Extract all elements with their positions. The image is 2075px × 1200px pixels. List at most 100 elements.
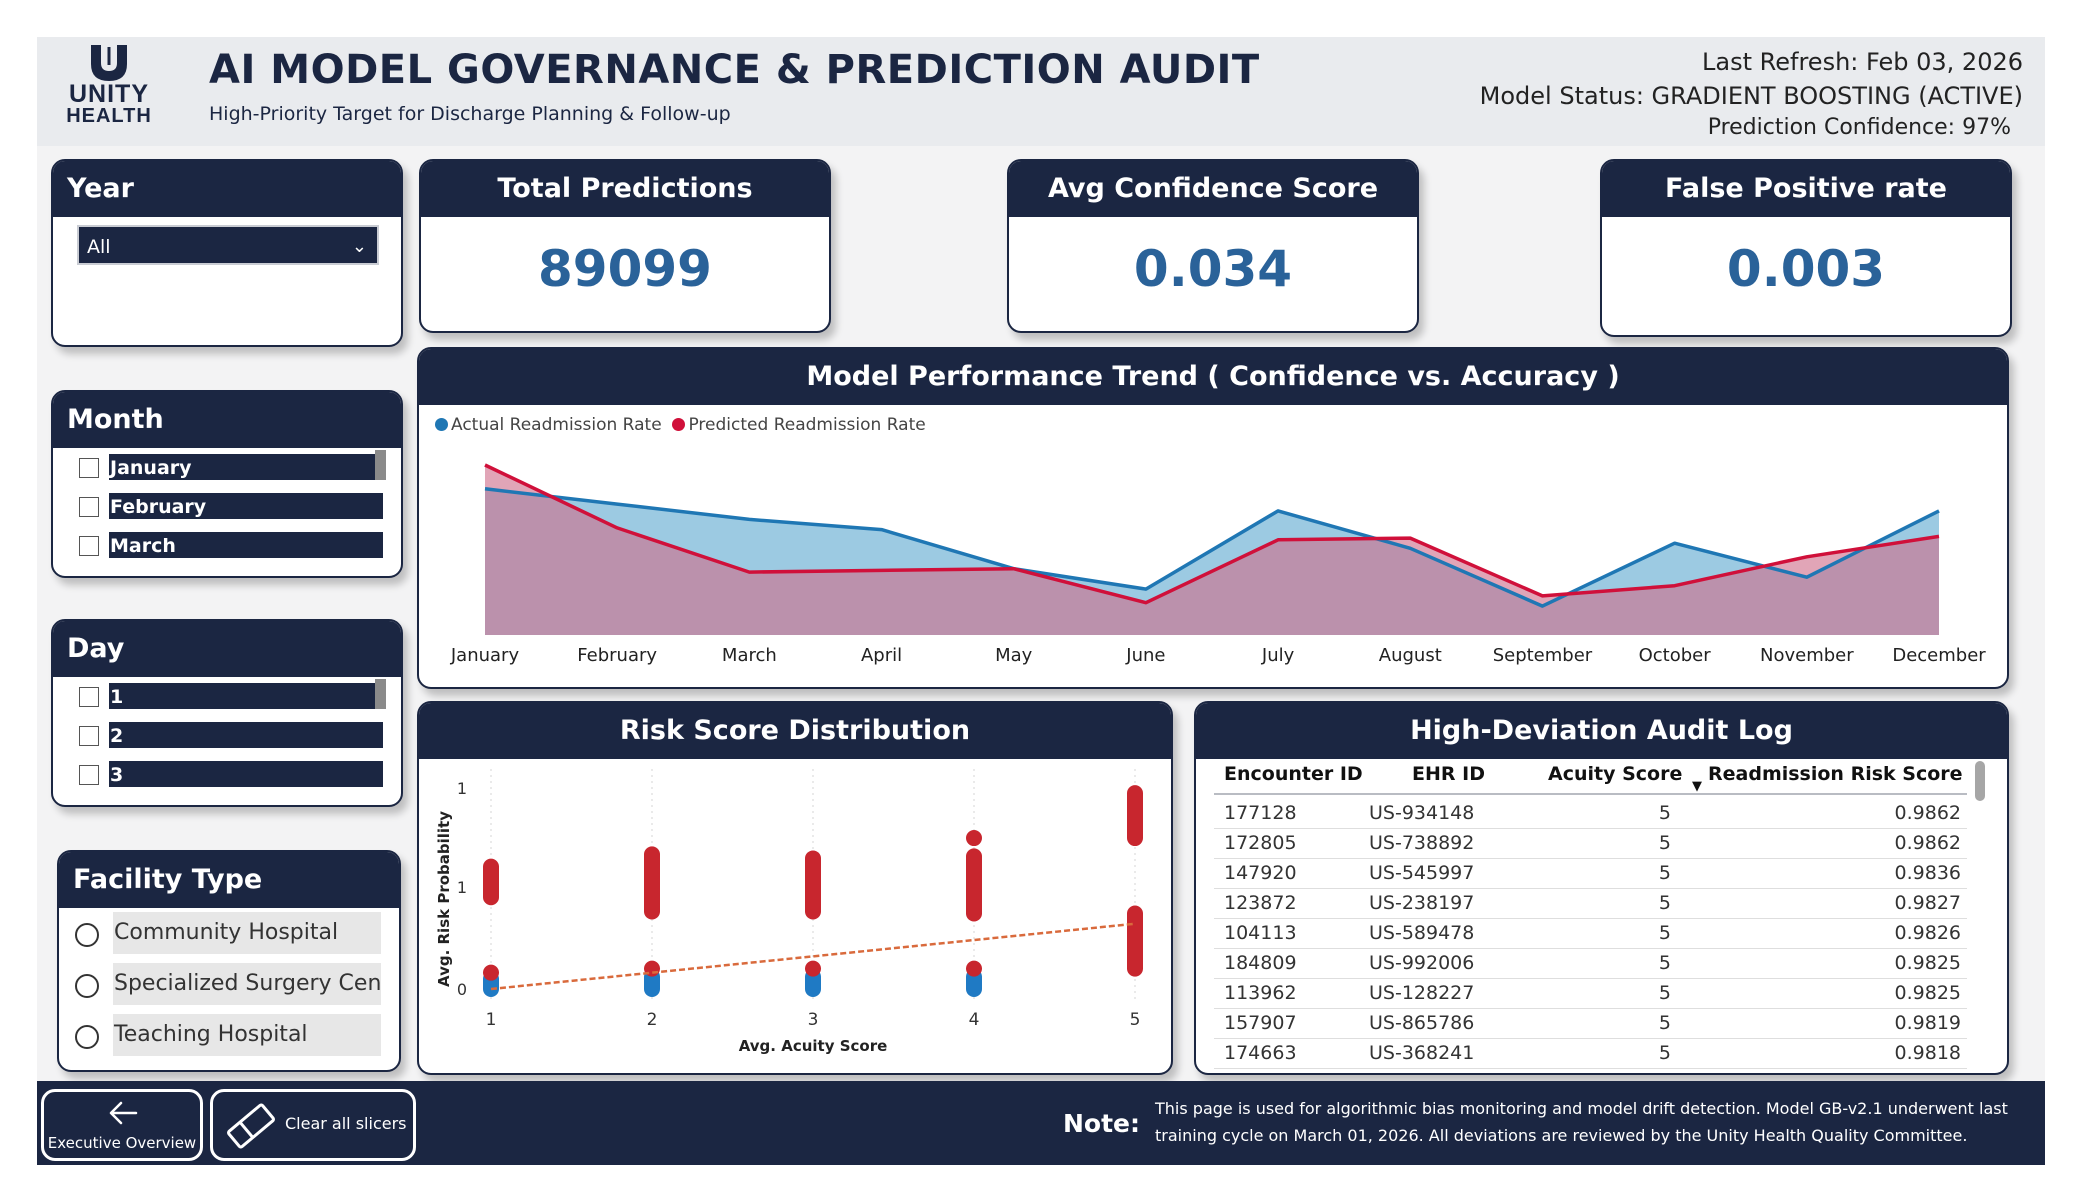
legend-item-predicted[interactable]: Predicted Readmission Rate: [672, 415, 926, 435]
y-axis-title: Avg. Risk Probability: [435, 811, 453, 987]
year-slicer-title: Year: [53, 161, 401, 217]
cell-ehr-id: US-545997: [1369, 862, 1475, 884]
radio-button[interactable]: [75, 974, 99, 998]
col-header-encounter-id[interactable]: Encounter ID: [1224, 763, 1363, 785]
radio-button[interactable]: [75, 923, 99, 947]
cell-encounter-id: 184809: [1224, 952, 1297, 974]
cell-encounter-id: 113962: [1224, 982, 1297, 1004]
scatter-point-cluster[interactable]: [483, 858, 499, 906]
cell-encounter-id: 157907: [1224, 1012, 1297, 1034]
year-dropdown[interactable]: All ⌄: [77, 225, 379, 265]
radio-button[interactable]: [75, 1025, 99, 1049]
checkbox[interactable]: [79, 765, 99, 785]
table-row[interactable]: 104113 US-589478 5 0.9826: [1214, 919, 1967, 949]
day-item-2[interactable]: 2: [79, 720, 385, 748]
scatter-point[interactable]: [805, 960, 821, 977]
checkbox[interactable]: [79, 536, 99, 556]
table-row[interactable]: 157907 US-865786 5 0.9819: [1214, 1009, 1967, 1039]
sort-desc-icon[interactable]: ▼: [1692, 779, 1702, 794]
facility-option-community[interactable]: Community Hospital: [75, 912, 399, 956]
facility-option-label: Teaching Hospital: [113, 1014, 381, 1056]
day-item-label: 1: [109, 683, 383, 709]
x-tick-label: 1: [486, 1010, 497, 1030]
model-status: Model Status: GRADIENT BOOSTING (ACTIVE): [1479, 82, 2023, 110]
risk-distribution-title: Risk Score Distribution: [419, 703, 1171, 759]
executive-overview-label: Executive Overview: [47, 1134, 197, 1152]
cell-acuity-score: 5: [1658, 862, 1671, 884]
month-scrollbar[interactable]: [375, 450, 386, 480]
chevron-down-icon: ⌄: [351, 236, 367, 257]
performance-trend-title: Model Performance Trend ( Confidence vs.…: [419, 349, 2007, 405]
facility-option-teaching[interactable]: Teaching Hospital: [75, 1014, 399, 1058]
facility-option-specialized[interactable]: Specialized Surgery Cent...: [75, 963, 399, 1007]
month-item-label: February: [109, 493, 383, 519]
cell-risk-score: 0.9825: [1894, 952, 1961, 974]
scatter-point[interactable]: [966, 830, 982, 847]
scatter-point-cluster[interactable]: [644, 968, 660, 997]
audit-log-card: High-Deviation Audit Log Encounter ID EH…: [1194, 701, 2009, 1075]
legend-item-actual[interactable]: Actual Readmission Rate: [435, 415, 662, 435]
checkbox[interactable]: [79, 687, 99, 707]
total-predictions-value: 89099: [538, 240, 712, 298]
page-title: AI MODEL GOVERNANCE & PREDICTION AUDIT: [209, 47, 1260, 93]
month-item-label: March: [109, 532, 383, 558]
checkbox[interactable]: [79, 458, 99, 478]
checkbox[interactable]: [79, 726, 99, 746]
facility-type-title: Facility Type: [59, 852, 399, 908]
scatter-point[interactable]: [483, 964, 499, 981]
col-header-acuity[interactable]: Acuity Score: [1548, 763, 1683, 785]
table-row[interactable]: 172805 US-738892 5 0.9862: [1214, 829, 1967, 859]
executive-overview-button[interactable]: Executive Overview: [41, 1089, 203, 1161]
table-scrollbar[interactable]: [1975, 761, 1985, 801]
day-item-1[interactable]: 1: [79, 681, 385, 709]
arrow-left-icon: [109, 1101, 138, 1125]
risk-distribution-card: Risk Score Distribution 0 1 1 1 2 3 4 5 Avg. Acu…: [417, 701, 1173, 1075]
x-tick-label: May: [995, 645, 1033, 666]
x-tick-label: August: [1378, 645, 1442, 666]
scatter-point[interactable]: [966, 960, 982, 977]
cell-risk-score: 0.9862: [1894, 832, 1961, 854]
audit-log-title: High-Deviation Audit Log: [1196, 703, 2007, 759]
table-row[interactable]: 147920 US-545997 5 0.9836: [1214, 859, 1967, 889]
checkbox[interactable]: [79, 497, 99, 517]
month-item-february[interactable]: February: [79, 491, 385, 519]
scatter-point-cluster[interactable]: [966, 968, 982, 997]
day-item-3[interactable]: 3: [79, 759, 385, 787]
table-row[interactable]: 123872 US-238197 5 0.9827: [1214, 889, 1967, 919]
table-row[interactable]: 184809 US-992006 5 0.9825: [1214, 949, 1967, 979]
scatter-point-cluster[interactable]: [805, 850, 821, 920]
x-tick-label: June: [1126, 645, 1166, 666]
scatter-point-cluster[interactable]: [805, 968, 821, 997]
cell-encounter-id: 123872: [1224, 892, 1297, 914]
month-item-march[interactable]: March: [79, 530, 385, 558]
day-scrollbar[interactable]: [375, 679, 386, 709]
eraser-icon: [227, 1103, 275, 1149]
scatter-point-cluster[interactable]: [1127, 785, 1143, 847]
year-slicer: Year All ⌄: [51, 159, 403, 347]
table-row[interactable]: 174663 US-368241 5 0.9818: [1214, 1039, 1967, 1069]
col-header-risk-score[interactable]: Readmission Risk Score: [1708, 763, 1963, 785]
audit-table-body: 177128 US-934148 5 0.9862 172805 US-738892 5 0.…: [1214, 799, 1967, 1073]
y-tick-label: 1: [457, 878, 467, 897]
month-item-january[interactable]: January: [79, 452, 385, 480]
x-tick-label: November: [1759, 645, 1854, 666]
series-line-predicted[interactable]: [484, 463, 1940, 605]
month-item-label: January: [109, 454, 383, 480]
day-slicer: Day 1 2 3: [51, 619, 403, 807]
scatter-point-cluster[interactable]: [1127, 905, 1143, 977]
scatter-point-cluster[interactable]: [966, 848, 982, 922]
scatter-point-cluster[interactable]: [644, 846, 660, 920]
cell-encounter-id: 177128: [1224, 802, 1297, 824]
false-positive-label: False Positive rate: [1602, 161, 2010, 217]
cell-ehr-id: US-934148: [1369, 802, 1475, 824]
x-axis-title: Avg. Acuity Score: [739, 1037, 888, 1055]
cell-risk-score: 0.9819: [1894, 1012, 1961, 1034]
clear-slicers-button[interactable]: Clear all slicers: [210, 1089, 416, 1161]
cell-ehr-id: US-238197: [1369, 892, 1475, 914]
page-subtitle: High-Priority Target for Discharge Plann…: [209, 103, 731, 125]
note-label: Note:: [1063, 1109, 1141, 1138]
series-line-actual[interactable]: [484, 487, 1940, 608]
table-row[interactable]: 177128 US-934148 5 0.9862: [1214, 799, 1967, 829]
table-row[interactable]: 113962 US-128227 5 0.9825: [1214, 979, 1967, 1009]
col-header-ehr-id[interactable]: EHR ID: [1412, 763, 1485, 785]
